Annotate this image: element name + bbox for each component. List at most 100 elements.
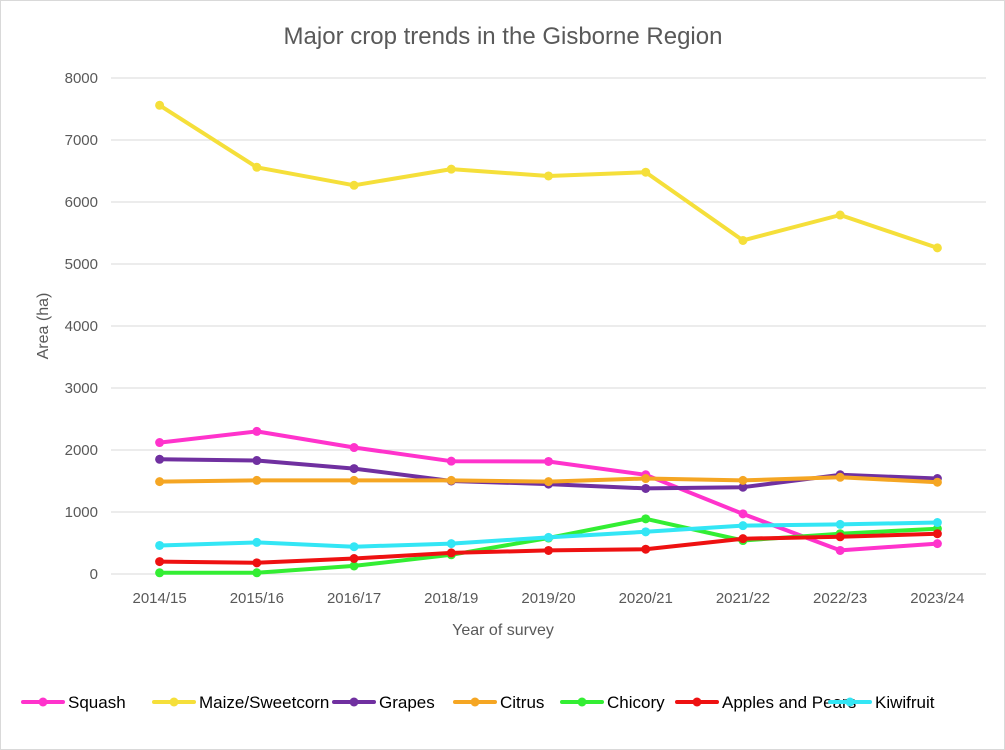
data-point	[252, 568, 262, 578]
data-point	[738, 521, 748, 531]
y-tick-label: 3000	[65, 380, 98, 397]
data-point	[641, 474, 651, 484]
x-tick-label: 2015/16	[230, 590, 284, 607]
data-point	[349, 443, 359, 453]
data-point	[252, 426, 262, 436]
data-point	[835, 519, 845, 529]
chart-title: Major crop trends in the Gisborne Region	[284, 23, 723, 50]
data-point	[932, 243, 942, 253]
legend: Squash Maize/Sweetcorn Grapes Citrus Chicory…	[21, 693, 935, 712]
y-tick-label: 1000	[65, 504, 98, 521]
data-point	[641, 527, 651, 537]
legend-entry: Grapes	[332, 693, 435, 712]
data-point	[835, 545, 845, 555]
legend-entry: Squash	[21, 693, 126, 712]
data-point	[738, 235, 748, 245]
x-tick-label: 2018/19	[424, 590, 478, 607]
legend-swatch-marker	[845, 697, 855, 707]
gridlines	[111, 77, 986, 575]
data-point	[641, 483, 651, 493]
legend-swatch-marker	[692, 697, 702, 707]
series-line	[157, 516, 940, 575]
data-point	[155, 568, 165, 578]
legend-label: Squash	[68, 693, 126, 712]
data-point	[252, 456, 262, 466]
y-axis-ticks: 0 1000 2000 3000 4000 5000 6000 7000 8000	[65, 70, 98, 583]
series-citrus	[155, 472, 942, 487]
data-point	[932, 477, 942, 487]
legend-label: Kiwifruit	[875, 693, 935, 712]
data-point	[155, 557, 165, 567]
data-point	[155, 477, 165, 487]
data-point	[641, 514, 651, 524]
data-point	[544, 456, 553, 466]
x-tick-label: 2019/20	[521, 590, 575, 607]
data-point	[738, 482, 748, 492]
data-point	[252, 475, 262, 485]
data-point	[641, 167, 651, 177]
y-tick-label: 7000	[65, 132, 98, 149]
series-maize-sweetcorn	[155, 100, 942, 253]
data-point	[544, 171, 553, 181]
series-line	[157, 429, 940, 553]
series-kiwifruit	[155, 518, 942, 552]
legend-swatch-marker	[577, 697, 587, 707]
legend-entry: Chicory	[560, 693, 665, 712]
data-point	[446, 164, 456, 174]
data-point	[349, 180, 359, 190]
data-point	[738, 509, 748, 519]
y-axis-title: Area (ha)	[35, 293, 52, 360]
x-tick-label: 2016/17	[327, 590, 381, 607]
legend-swatch-marker	[38, 697, 48, 707]
data-point	[738, 534, 748, 544]
y-tick-label: 5000	[65, 256, 98, 273]
x-axis-title: Year of survey	[452, 622, 554, 639]
data-point	[544, 545, 553, 555]
y-tick-label: 8000	[65, 70, 98, 87]
legend-label: Grapes	[379, 693, 435, 712]
data-point	[155, 438, 165, 448]
data-point	[932, 529, 942, 539]
legend-entry: Kiwifruit	[828, 693, 935, 712]
data-point	[446, 475, 456, 485]
data-point	[446, 456, 456, 466]
data-point	[932, 539, 942, 549]
series-apples-and-pears	[155, 529, 942, 568]
data-point	[252, 558, 262, 568]
legend-swatch-marker	[470, 697, 480, 707]
data-point	[835, 210, 845, 220]
data-point	[252, 162, 262, 172]
legend-label: Citrus	[500, 693, 544, 712]
y-tick-label: 0	[90, 566, 98, 583]
data-point	[835, 472, 845, 482]
data-point	[544, 477, 553, 487]
y-tick-label: 4000	[65, 318, 98, 335]
y-tick-label: 2000	[65, 442, 98, 459]
data-point	[641, 544, 651, 554]
x-axis-ticks: 2014/15 2015/16 2016/17 2018/19 2019/20 2020/…	[132, 590, 964, 607]
legend-label: Chicory	[607, 693, 665, 712]
series-lines	[155, 100, 942, 578]
data-point	[349, 542, 359, 552]
legend-entry: Maize/Sweetcorn	[152, 693, 329, 712]
data-point	[835, 532, 845, 542]
legend-swatch-marker	[349, 697, 359, 707]
data-point	[349, 554, 359, 563]
legend-entry: Apples and Pears	[675, 693, 856, 712]
x-tick-label: 2021/22	[716, 590, 770, 607]
data-point	[446, 548, 456, 558]
data-point	[252, 537, 262, 547]
legend-label: Apples and Pears	[722, 693, 856, 712]
y-tick-label: 6000	[65, 194, 98, 211]
data-point	[155, 100, 165, 110]
x-tick-label: 2014/15	[132, 590, 186, 607]
legend-label: Maize/Sweetcorn	[199, 693, 329, 712]
data-point	[544, 532, 553, 542]
x-tick-label: 2023/24	[910, 590, 964, 607]
data-point	[155, 540, 165, 550]
data-point	[349, 464, 359, 474]
data-point	[738, 475, 748, 485]
x-tick-label: 2022/23	[813, 590, 867, 607]
